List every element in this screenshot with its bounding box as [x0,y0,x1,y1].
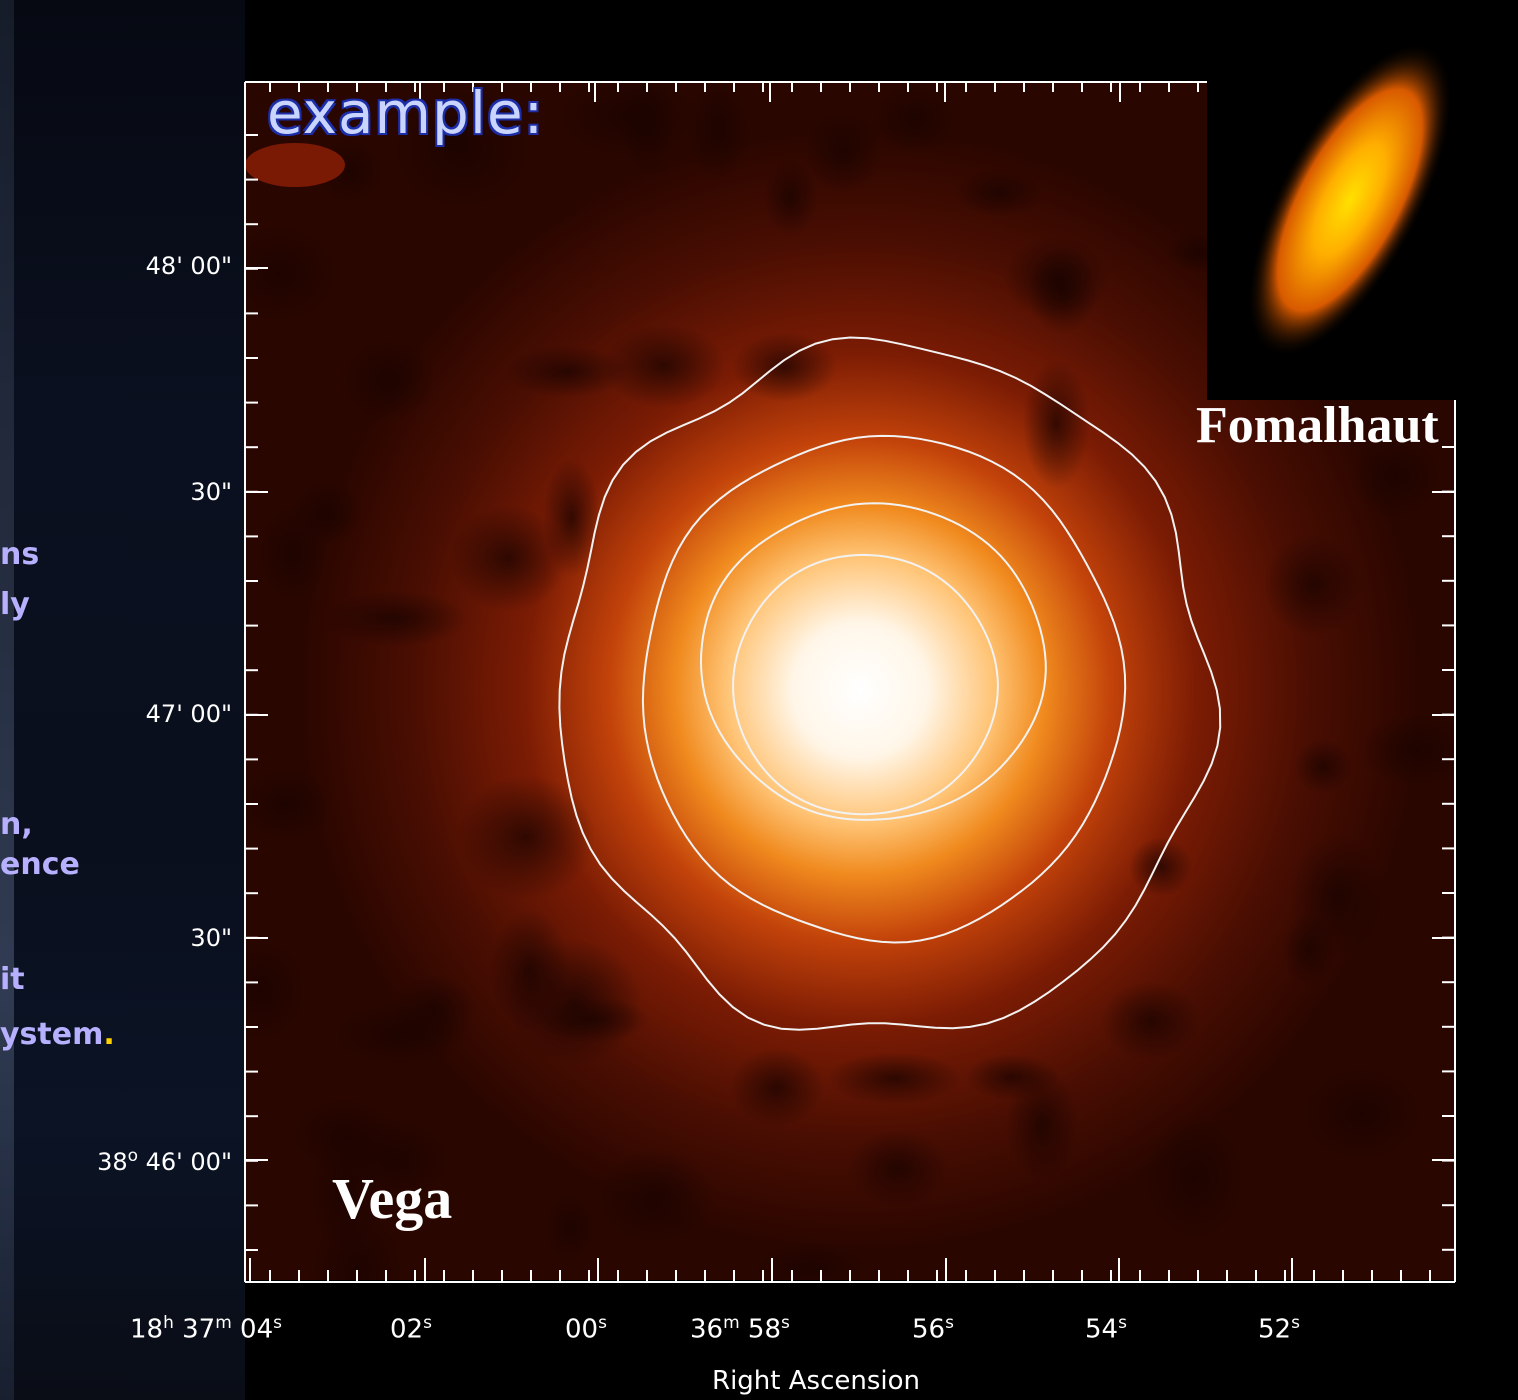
y-tick-label: 47' 00" [145,700,232,728]
background-noise [1359,712,1455,788]
background-noise [341,337,436,424]
background-noise [322,590,468,648]
background-noise [1128,836,1193,897]
vega-label: Vega [332,1166,453,1231]
background-noise [448,505,568,612]
background-noise [953,167,1044,218]
background-noise [752,1241,869,1280]
background-noise [965,1053,1060,1101]
slide-heading: example: [267,79,545,147]
caption-line: ns [0,537,40,572]
y-tick-label: 30" [190,478,232,506]
x-tick-label: 02s [390,1313,432,1345]
x-tick-label: 52s [1258,1313,1300,1345]
caption-line: n, [0,807,33,842]
x-tick-label: 36m 58s [690,1313,790,1345]
background-noise [1263,533,1364,637]
background-noise [1349,434,1444,519]
background-noise [803,109,882,194]
caption-line: ence [0,847,80,882]
background-noise [1299,1065,1425,1163]
x-tick-label: 54s [1085,1313,1127,1345]
background-noise [330,1002,470,1066]
background-noise [874,82,957,155]
background-noise [542,458,601,578]
background-noise [258,503,327,603]
x-tick-label: 56s [912,1313,954,1345]
background-noise [504,345,630,398]
x-tick-label: 00s [565,1313,607,1345]
background-noise [245,222,340,326]
background-noise [245,936,308,1044]
background-noise [846,1129,950,1208]
background-noise [1293,739,1353,794]
contour-lines [558,336,1222,1031]
background-noise [489,909,570,1032]
background-noise [732,331,838,402]
background-noise [594,1148,717,1246]
background-noise [763,158,818,236]
background-noise [336,1117,453,1203]
y-tick-label: 38o 46' 00" [97,1146,232,1176]
fomalhaut-label: Fomalhaut [1196,397,1439,454]
background-noise [618,82,675,177]
background-noise [1027,246,1098,335]
background-noise [544,1191,596,1265]
background-noise [309,1209,406,1280]
background-photo-strip [0,0,245,1400]
background-noise [245,767,333,842]
background-noise [1281,912,1337,986]
y-tick-label: 30" [190,924,232,952]
axis-frame [244,81,1456,1283]
background-noise [686,82,750,181]
background-noise [423,113,482,156]
background-noise [1142,1114,1248,1244]
background-noise [729,1047,825,1128]
x-tick-label: 18h 37m 04s [130,1313,283,1345]
caption-line: ly [0,587,30,622]
caption-line: it [0,962,25,997]
background-noise [602,323,726,408]
caption-line: ystem. [0,1017,115,1052]
background-noise [456,774,596,900]
x-axis-title: Right Ascension [712,1366,920,1396]
background-noise [827,1052,962,1106]
fomalhaut-blob [1247,42,1453,358]
background-noise [1022,359,1090,489]
background-noise [1100,981,1201,1062]
y-tick-label: 48' 00" [145,252,232,280]
